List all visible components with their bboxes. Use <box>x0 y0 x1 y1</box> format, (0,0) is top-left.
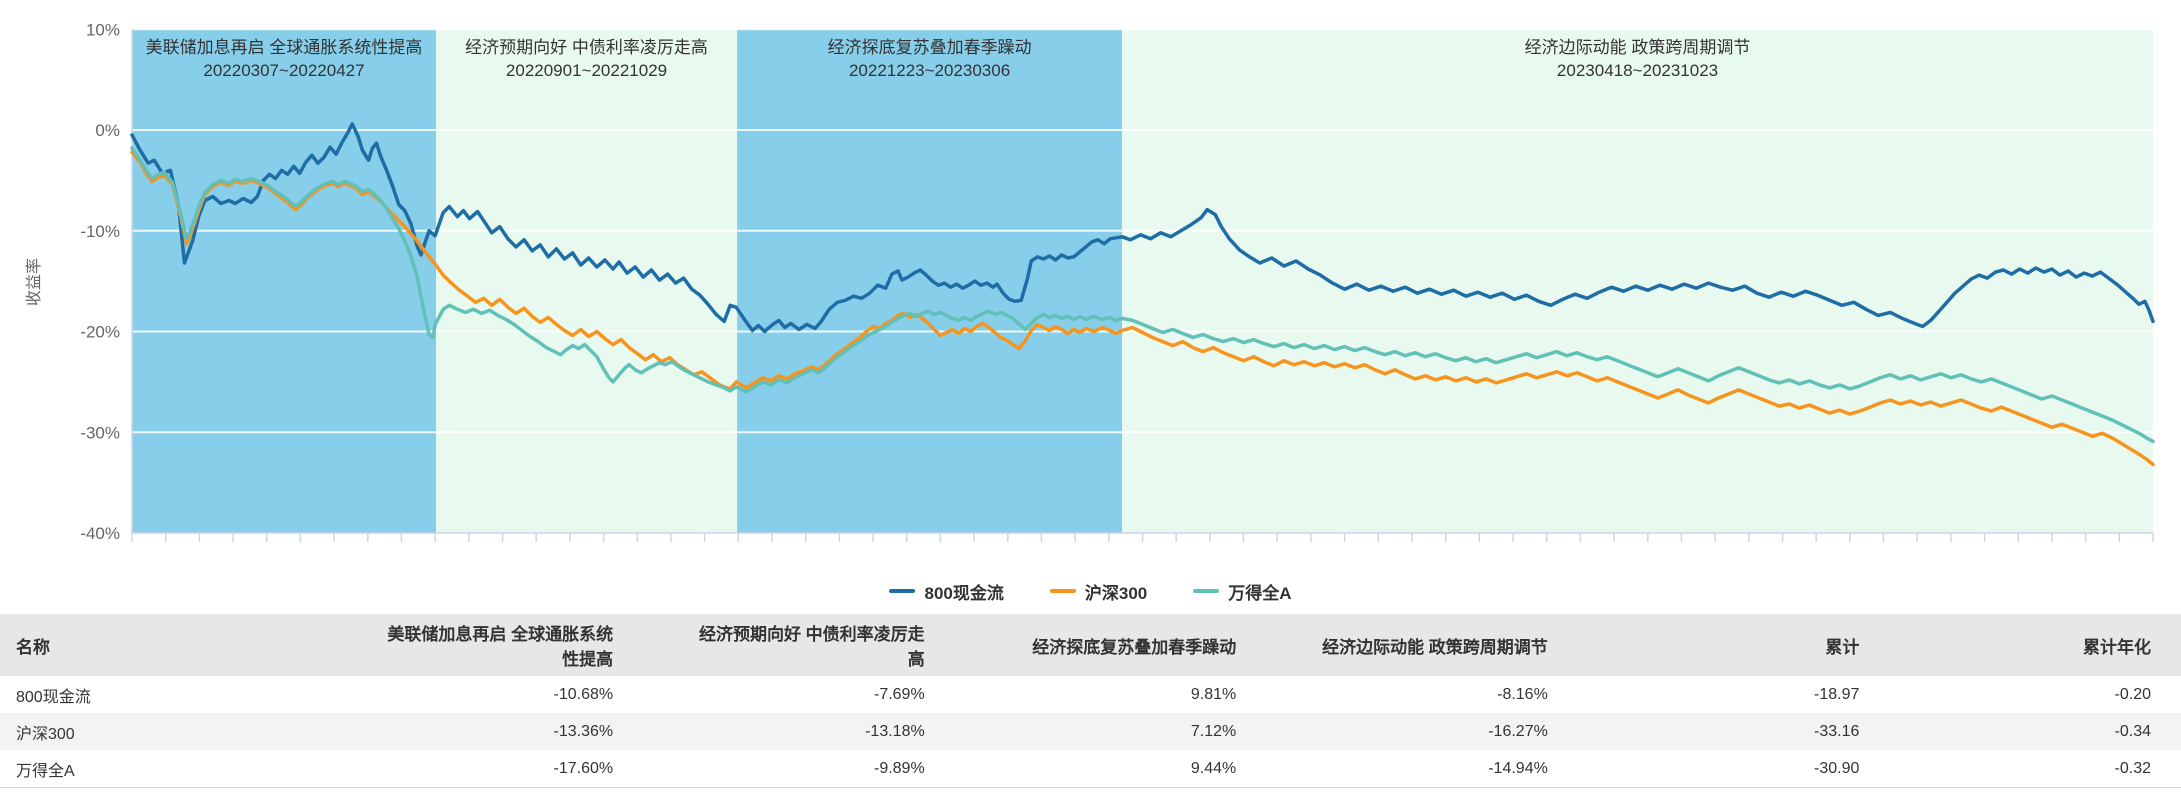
value-cell: -33.16 <box>1814 722 1860 740</box>
value-cell: 9.44% <box>1190 759 1237 777</box>
chart-canvas[interactable]: 10% 0% -10% -20% -30% -40% <box>0 0 2181 562</box>
return-line-chart: 10% 0% -10% -20% -30% -40% 收益率 美联储加息再启 全球通胀系统… <box>0 0 2181 562</box>
column-header-name: 名称 <box>0 614 312 676</box>
table-row: 800现金流 -10.68% -7.69% 9.81% -8.16% -18.97 -0.2… <box>0 676 2181 713</box>
chart-legend: 800现金流 沪深300 万得全A <box>0 574 2181 608</box>
y-tick-label: -10% <box>80 222 120 241</box>
column-header-period3: 经济探底复苏叠加春季躁动 <box>934 614 1247 676</box>
plot-band <box>737 29 1123 534</box>
table-header-row: 名称 美联储加息再启 全球通胀系统性提高 经济预期向好 中债利率凌厉走高 经济探… <box>0 614 2181 676</box>
legend-line-marker <box>1193 589 1220 593</box>
band-title: 美联储加息再启 全球通胀系统性提高 <box>145 38 423 57</box>
y-tick-label: -30% <box>80 423 120 442</box>
value-cell: -13.18% <box>865 722 925 740</box>
value-cell: -9.89% <box>873 759 925 777</box>
value-cell: -0.34 <box>2114 722 2151 740</box>
column-header-text: 经济预期向好 中债利率凌厉走高 <box>698 625 925 669</box>
row-name-cell: 800现金流 <box>16 688 91 706</box>
column-header-period2: 经济预期向好 中债利率凌厉走高 <box>623 614 935 676</box>
column-header-cumulative: 累计 <box>1557 614 1870 676</box>
band-date-range: 20221223~20230306 <box>848 61 1011 80</box>
performance-table-section: 名称 美联储加息再启 全球通胀系统性提高 经济预期向好 中债利率凌厉走高 经济探… <box>0 614 2181 788</box>
band-date-range: 20220901~20221029 <box>505 61 668 80</box>
value-cell: -18.97 <box>1814 685 1860 703</box>
value-cell: -8.16% <box>1497 685 1548 703</box>
performance-table-body: 800现金流 -10.68% -7.69% 9.81% -8.16% -18.97 -0.2… <box>0 676 2181 788</box>
plot-band <box>132 29 436 534</box>
value-cell: -0.20 <box>2114 685 2151 703</box>
band-date-range: 20230418~20231023 <box>1556 61 1719 80</box>
legend-item[interactable]: 800现金流 <box>889 579 1004 604</box>
plot-band <box>1122 29 2153 534</box>
band-title: 经济探底复苏叠加春季躁动 <box>827 38 1032 57</box>
legend-line-marker <box>1049 589 1076 593</box>
value-cell: -16.27% <box>1488 722 1548 740</box>
table-row: 万得全A -17.60% -9.89% 9.44% -14.94% -30.90 -0.32 <box>0 750 2181 788</box>
plot-band <box>436 29 738 534</box>
y-tick-label: 0% <box>95 121 120 140</box>
value-cell: -0.32 <box>2114 759 2151 777</box>
value-cell: 9.81% <box>1190 685 1237 703</box>
plot-band-label: 美联储加息再启 全球通胀系统性提高 20220307~20220427 <box>132 36 436 82</box>
plot-band-label: 经济边际动能 政策跨周期调节 20230418~20231023 <box>1122 36 2153 82</box>
value-cell: -30.90 <box>1814 759 1860 777</box>
value-cell: -17.60% <box>553 759 614 777</box>
band-date-range: 20220307~20220427 <box>203 61 365 80</box>
column-header-period1: 美联储加息再启 全球通胀系统性提高 <box>311 614 624 676</box>
performance-table: 名称 美联储加息再启 全球通胀系统性提高 经济预期向好 中债利率凌厉走高 经济探… <box>0 614 2181 788</box>
legend-label: 万得全A <box>1228 583 1292 603</box>
plot-band-label: 经济预期向好 中债利率凌厉走高 20220901~20221029 <box>436 36 737 82</box>
table-row: 沪深300 -13.36% -13.18% 7.12% -16.27% -33.16 -0.… <box>0 713 2181 750</box>
row-name-cell: 万得全A <box>16 762 75 780</box>
legend-label: 沪深300 <box>1084 583 1148 603</box>
plot-band-label: 经济探底复苏叠加春季躁动 20221223~20230306 <box>737 36 1122 82</box>
value-cell: -7.69% <box>873 685 925 703</box>
band-title: 经济预期向好 中债利率凌厉走高 <box>465 38 708 57</box>
legend-label: 800现金流 <box>924 583 1004 603</box>
series-line[interactable] <box>130 122 2155 334</box>
y-tick-label: -40% <box>80 524 120 543</box>
legend-item[interactable]: 沪深300 <box>1049 579 1148 604</box>
column-header-cumulative-annualized: 累计年化 <box>1869 614 2181 676</box>
value-cell: -14.94% <box>1488 759 1548 777</box>
value-cell: -10.68% <box>553 685 614 703</box>
y-tick-label: -20% <box>80 323 120 342</box>
y-axis-title: 收益率 <box>26 258 43 307</box>
y-tick-label: 10% <box>86 20 120 39</box>
row-name-cell: 沪深300 <box>16 725 75 743</box>
series-line[interactable] <box>130 146 2155 444</box>
band-title: 经济边际动能 政策跨周期调节 <box>1524 38 1751 57</box>
series-line[interactable] <box>130 150 2155 467</box>
legend-item[interactable]: 万得全A <box>1193 579 1292 604</box>
column-header-text: 美联储加息再启 全球通胀系统性提高 <box>387 625 614 669</box>
legend-line-marker <box>889 589 916 593</box>
value-cell: 7.12% <box>1190 722 1237 740</box>
value-cell: -13.36% <box>553 722 614 740</box>
column-header-period4: 经济边际动能 政策跨周期调节 <box>1246 614 1558 676</box>
